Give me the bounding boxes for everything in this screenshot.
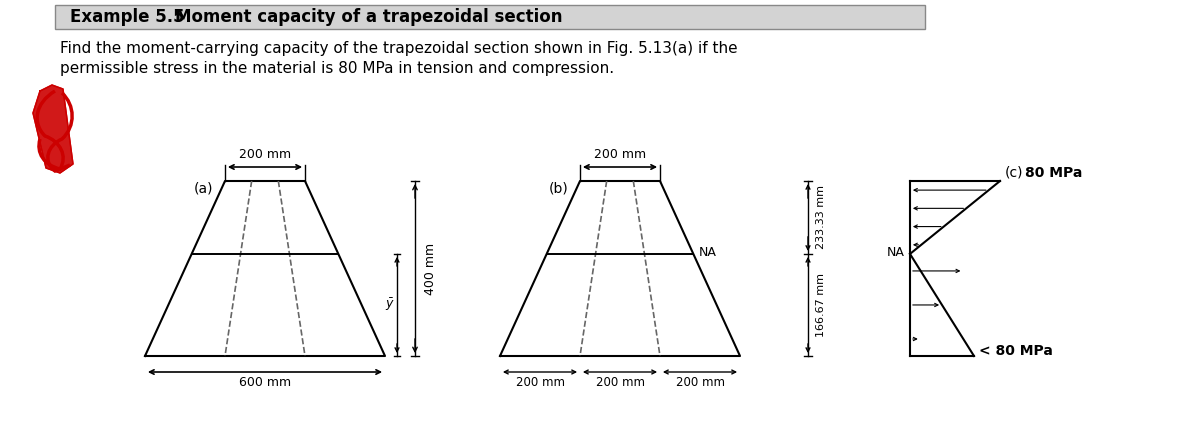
Text: permissible stress in the material is 80 MPa in tension and compression.: permissible stress in the material is 80… <box>60 61 614 75</box>
Text: 200 mm: 200 mm <box>676 376 725 389</box>
Text: 166.67 mm: 166.67 mm <box>816 273 826 337</box>
Text: NA: NA <box>698 246 716 259</box>
Text: < 80 MPa: < 80 MPa <box>979 344 1052 358</box>
Text: Example 5.5: Example 5.5 <box>70 8 185 26</box>
Text: (b): (b) <box>548 182 568 196</box>
Text: 400 mm: 400 mm <box>424 242 437 295</box>
FancyBboxPatch shape <box>55 5 925 29</box>
Text: Find the moment-carrying capacity of the trapezoidal section shown in Fig. 5.13(: Find the moment-carrying capacity of the… <box>60 42 738 56</box>
Text: 80 MPa: 80 MPa <box>1025 166 1082 180</box>
Text: (c): (c) <box>1006 166 1024 180</box>
Polygon shape <box>34 85 73 173</box>
Text: 233.33 mm: 233.33 mm <box>816 186 826 250</box>
Text: 200 mm: 200 mm <box>594 148 646 161</box>
Text: 200 mm: 200 mm <box>595 376 644 389</box>
Text: 600 mm: 600 mm <box>239 376 292 389</box>
Text: $\bar{y}$: $\bar{y}$ <box>385 297 395 313</box>
Text: 200 mm: 200 mm <box>239 148 292 161</box>
Text: NA: NA <box>887 246 905 259</box>
Text: Moment capacity of a trapezoidal section: Moment capacity of a trapezoidal section <box>175 8 563 26</box>
Text: 200 mm: 200 mm <box>516 376 564 389</box>
Text: (a): (a) <box>193 182 214 196</box>
